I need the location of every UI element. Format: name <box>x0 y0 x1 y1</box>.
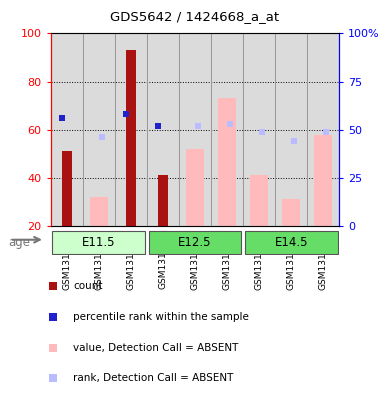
Bar <box>314 134 332 226</box>
Text: rank, Detection Call = ABSENT: rank, Detection Call = ABSENT <box>73 373 234 383</box>
Text: E11.5: E11.5 <box>82 236 115 249</box>
Bar <box>307 33 339 226</box>
Text: count: count <box>73 281 103 291</box>
Text: E12.5: E12.5 <box>178 236 212 249</box>
Text: GDS5642 / 1424668_a_at: GDS5642 / 1424668_a_at <box>110 10 280 23</box>
Bar <box>186 149 204 226</box>
Bar <box>243 33 275 226</box>
Bar <box>158 175 168 226</box>
Bar <box>275 33 307 226</box>
Bar <box>126 50 136 226</box>
Text: value, Detection Call = ABSENT: value, Detection Call = ABSENT <box>73 343 239 353</box>
Text: E14.5: E14.5 <box>275 236 308 249</box>
Bar <box>115 33 147 226</box>
Bar <box>282 200 300 226</box>
Text: percentile rank within the sample: percentile rank within the sample <box>73 312 249 322</box>
Bar <box>90 197 108 226</box>
Bar <box>250 175 268 226</box>
Text: age: age <box>8 235 30 249</box>
Bar <box>51 33 83 226</box>
Bar <box>52 231 145 254</box>
Bar <box>62 151 72 226</box>
Bar <box>83 33 115 226</box>
Bar <box>245 231 338 254</box>
Bar <box>218 98 236 226</box>
Bar <box>149 231 241 254</box>
Bar <box>179 33 211 226</box>
Bar <box>211 33 243 226</box>
Bar <box>147 33 179 226</box>
